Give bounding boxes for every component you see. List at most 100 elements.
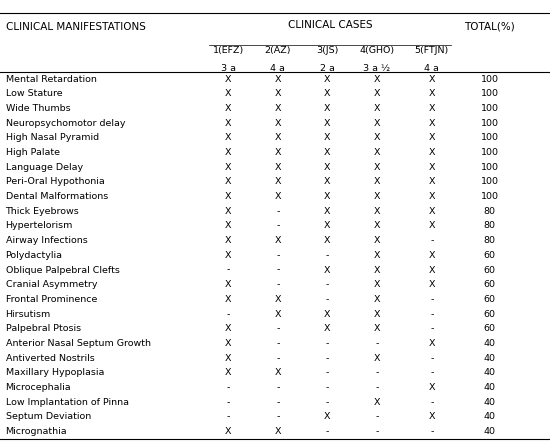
Text: X: X: [428, 119, 435, 128]
Text: 40: 40: [483, 354, 496, 363]
Text: X: X: [274, 163, 281, 172]
Text: Neuropsychomotor delay: Neuropsychomotor delay: [6, 119, 125, 128]
Text: -: -: [326, 427, 329, 436]
Text: Wide Thumbs: Wide Thumbs: [6, 104, 70, 113]
Text: X: X: [428, 89, 435, 98]
Text: X: X: [373, 177, 380, 186]
Text: X: X: [373, 266, 380, 275]
Text: X: X: [225, 89, 232, 98]
Text: X: X: [373, 310, 380, 319]
Text: X: X: [225, 236, 232, 245]
Text: 40: 40: [483, 398, 496, 407]
Text: X: X: [225, 177, 232, 186]
Text: 2 a: 2 a: [320, 64, 335, 73]
Text: X: X: [225, 104, 232, 113]
Text: X: X: [225, 251, 232, 260]
Text: 100: 100: [481, 119, 498, 128]
Text: -: -: [375, 427, 378, 436]
Text: 60: 60: [483, 280, 496, 289]
Text: 60: 60: [483, 251, 496, 260]
Text: 40: 40: [483, 427, 496, 436]
Text: X: X: [324, 324, 331, 333]
Text: Hypertelorism: Hypertelorism: [6, 221, 73, 230]
Text: -: -: [326, 295, 329, 304]
Text: X: X: [225, 280, 232, 289]
Text: X: X: [274, 368, 281, 377]
Text: 100: 100: [481, 74, 498, 83]
Text: Low Stature: Low Stature: [6, 89, 62, 98]
Text: TOTAL(%): TOTAL(%): [464, 22, 515, 32]
Text: X: X: [225, 368, 232, 377]
Text: Septum Deviation: Septum Deviation: [6, 413, 91, 422]
Text: Micrognathia: Micrognathia: [6, 427, 67, 436]
Text: 4(GHO): 4(GHO): [359, 46, 394, 55]
Text: 5(FTJN): 5(FTJN): [415, 46, 449, 55]
Text: 80: 80: [483, 236, 496, 245]
Text: Polydactylia: Polydactylia: [6, 251, 63, 260]
Text: -: -: [326, 339, 329, 348]
Text: 40: 40: [483, 339, 496, 348]
Text: -: -: [276, 354, 279, 363]
Text: Palpebral Ptosis: Palpebral Ptosis: [6, 324, 81, 333]
Text: X: X: [428, 104, 435, 113]
Text: Cranial Asymmetry: Cranial Asymmetry: [6, 280, 97, 289]
Text: 60: 60: [483, 295, 496, 304]
Text: -: -: [276, 398, 279, 407]
Text: X: X: [428, 221, 435, 230]
Text: Mental Retardation: Mental Retardation: [6, 74, 96, 83]
Text: X: X: [274, 177, 281, 186]
Text: X: X: [373, 163, 380, 172]
Text: X: X: [373, 134, 380, 142]
Text: 60: 60: [483, 266, 496, 275]
Text: Airway Infections: Airway Infections: [6, 236, 87, 245]
Text: -: -: [227, 413, 230, 422]
Text: -: -: [375, 383, 378, 392]
Text: 100: 100: [481, 148, 498, 157]
Text: X: X: [225, 192, 232, 201]
Text: 40: 40: [483, 368, 496, 377]
Text: X: X: [373, 148, 380, 157]
Text: X: X: [324, 177, 331, 186]
Text: CLINICAL CASES: CLINICAL CASES: [288, 20, 372, 30]
Text: -: -: [326, 383, 329, 392]
Text: X: X: [324, 74, 331, 83]
Text: 1(EFZ): 1(EFZ): [213, 46, 244, 55]
Text: -: -: [276, 251, 279, 260]
Text: 100: 100: [481, 163, 498, 172]
Text: -: -: [430, 427, 433, 436]
Text: Hirsutism: Hirsutism: [6, 310, 51, 319]
Text: High Palate: High Palate: [6, 148, 59, 157]
Text: X: X: [428, 413, 435, 422]
Text: X: X: [324, 119, 331, 128]
Text: X: X: [428, 207, 435, 216]
Text: -: -: [326, 368, 329, 377]
Text: 80: 80: [483, 221, 496, 230]
Text: X: X: [324, 413, 331, 422]
Text: X: X: [373, 192, 380, 201]
Text: X: X: [225, 339, 232, 348]
Text: X: X: [428, 177, 435, 186]
Text: X: X: [324, 310, 331, 319]
Text: -: -: [276, 207, 279, 216]
Text: -: -: [326, 280, 329, 289]
Text: X: X: [373, 74, 380, 83]
Text: Thick Eyebrows: Thick Eyebrows: [6, 207, 79, 216]
Text: X: X: [324, 221, 331, 230]
Text: 100: 100: [481, 104, 498, 113]
Text: X: X: [428, 383, 435, 392]
Text: X: X: [428, 192, 435, 201]
Text: Maxillary Hypoplasia: Maxillary Hypoplasia: [6, 368, 104, 377]
Text: -: -: [430, 324, 433, 333]
Text: X: X: [373, 207, 380, 216]
Text: -: -: [276, 280, 279, 289]
Text: X: X: [274, 236, 281, 245]
Text: 60: 60: [483, 310, 496, 319]
Text: 40: 40: [483, 413, 496, 422]
Text: -: -: [276, 221, 279, 230]
Text: 60: 60: [483, 324, 496, 333]
Text: X: X: [324, 207, 331, 216]
Text: X: X: [428, 74, 435, 83]
Text: X: X: [274, 148, 281, 157]
Text: X: X: [225, 163, 232, 172]
Text: X: X: [324, 134, 331, 142]
